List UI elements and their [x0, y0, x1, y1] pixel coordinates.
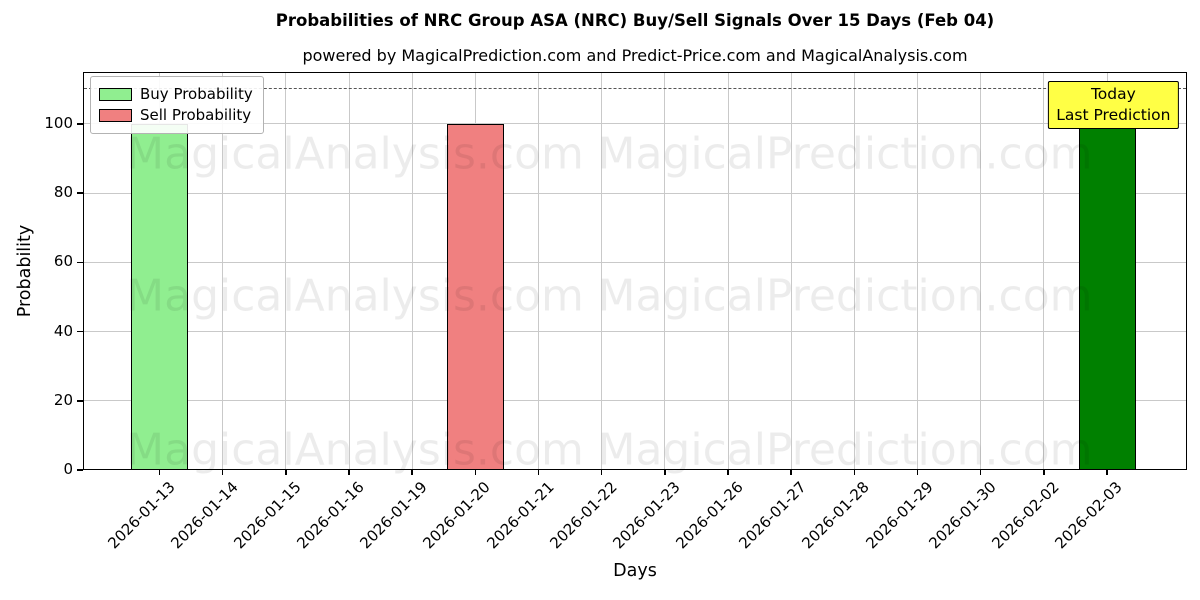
x-tick-label: 2026-01-15: [230, 478, 305, 553]
x-tick-label: 2026-01-23: [609, 478, 684, 553]
y-tick-label: 20: [53, 390, 73, 409]
gridline-vertical: [411, 72, 413, 470]
y-tick-label: 0: [63, 460, 73, 478]
sell-swatch-icon: [99, 109, 132, 122]
gridline-vertical: [917, 72, 919, 470]
chart-title: Probabilities of NRC Group ASA (NRC) Buy…: [275, 11, 995, 30]
legend-sell-label: Sell Probability: [140, 106, 252, 124]
x-tick-mark: [600, 470, 603, 475]
gridline-vertical: [727, 72, 729, 470]
x-tick-mark: [348, 470, 350, 475]
x-tick-label: 2026-01-16: [293, 478, 368, 553]
x-tick-label: 2026-01-29: [861, 478, 937, 553]
y-tick-label: 80: [53, 183, 73, 202]
gridline-vertical: [1043, 72, 1045, 470]
x-tick-label: 2026-01-27: [735, 478, 810, 553]
today-annotation: Today Last Prediction: [1048, 81, 1179, 129]
y-tick-mark: [77, 123, 83, 125]
annotation-line-1: Today: [1090, 85, 1136, 103]
x-tick-mark: [853, 470, 856, 475]
x-tick-label: 2026-02-02: [988, 478, 1063, 553]
y-tick-mark: [77, 261, 83, 264]
gridline-vertical: [980, 72, 982, 470]
x-tick-mark: [916, 470, 919, 475]
watermark-text: MagicalPrediction.com: [597, 424, 1093, 476]
y-tick-mark: [77, 469, 83, 471]
x-tick-mark: [474, 470, 477, 475]
x-tick-mark: [979, 470, 982, 475]
gridline-horizontal: [83, 192, 1187, 194]
gridline-vertical: [664, 72, 666, 470]
x-tick-label: 2026-01-14: [167, 478, 242, 553]
y-axis-label: Probability: [15, 224, 35, 318]
legend-buy-label: Buy Probability: [140, 85, 253, 103]
x-tick-label: 2026-01-21: [482, 478, 558, 553]
y-tick-mark: [77, 192, 83, 194]
y-tick-mark: [77, 400, 83, 402]
gridline-vertical: [538, 72, 540, 470]
gridline-vertical: [285, 72, 287, 470]
buy-swatch-icon: [99, 88, 132, 101]
x-tick-label: 2026-01-22: [546, 478, 621, 553]
chart-subtitle: powered by MagicalPrediction.com and Pre…: [302, 46, 968, 65]
x-tick-mark: [411, 470, 413, 475]
x-tick-mark: [727, 470, 729, 475]
x-tick-mark: [537, 470, 540, 475]
gridline-vertical: [790, 72, 792, 470]
threshold-dashed-line: [84, 88, 1186, 90]
gridline-horizontal: [83, 261, 1187, 263]
x-tick-mark: [221, 470, 224, 475]
watermark-text: MagicalAnalysis.com: [126, 270, 584, 322]
x-tick-label: 2026-02-03: [1051, 478, 1126, 553]
legend-entry-buy: Buy Probability: [99, 85, 253, 104]
watermark-text: MagicalAnalysis.com: [126, 128, 584, 180]
annotation-line-2: Last Prediction: [1056, 106, 1171, 124]
bar-2026-02-03: [1078, 123, 1136, 470]
gridline-vertical: [601, 72, 603, 470]
x-tick-label: 2026-01-28: [798, 478, 874, 553]
watermark-text: MagicalPrediction.com: [597, 270, 1093, 322]
y-tick-label: 40: [53, 321, 73, 340]
bar-2026-01-20: [446, 123, 504, 470]
gridline-vertical: [222, 72, 224, 470]
gridline-vertical: [348, 72, 350, 470]
x-tick-mark: [1043, 470, 1045, 475]
x-tick-label: 2026-01-30: [925, 478, 1000, 553]
x-tick-mark: [664, 470, 666, 475]
x-tick-label: 2026-01-19: [356, 478, 431, 553]
y-tick-label: 100: [44, 113, 73, 132]
x-tick-mark: [158, 470, 161, 475]
x-axis-label: Days: [613, 561, 657, 581]
x-tick-mark: [1106, 470, 1108, 475]
gridline-vertical: [853, 72, 855, 470]
gridline-horizontal: [83, 123, 1187, 125]
watermark-text: MagicalPrediction.com: [597, 128, 1093, 180]
legend-entry-sell: Sell Probability: [99, 106, 253, 125]
x-tick-label: 2026-01-20: [419, 478, 495, 553]
y-tick-mark: [77, 330, 83, 333]
x-tick-mark: [285, 470, 287, 475]
gridline-horizontal: [83, 400, 1187, 402]
x-tick-label: 2026-01-26: [672, 478, 747, 553]
x-tick-label: 2026-01-13: [103, 478, 179, 553]
y-tick-label: 60: [53, 252, 73, 271]
x-tick-mark: [790, 470, 792, 475]
watermark-text: MagicalAnalysis.com: [126, 424, 584, 476]
gridline-horizontal: [83, 331, 1187, 333]
legend: Buy Probability Sell Probability: [90, 76, 264, 134]
